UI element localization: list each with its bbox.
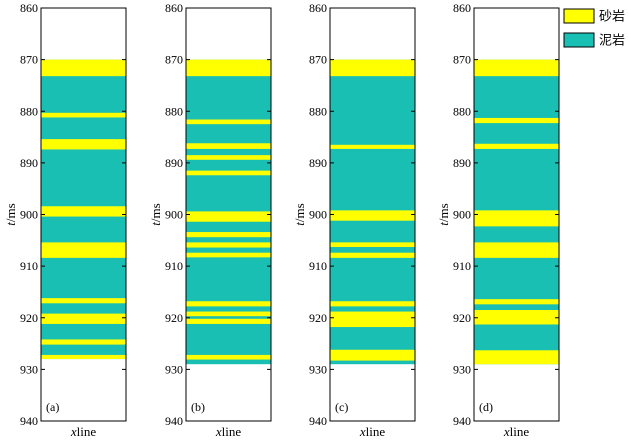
sandstone-interval (474, 143, 559, 149)
y-tick-label: 900 (453, 208, 471, 222)
legend-label-mud: 泥岩 (599, 33, 625, 48)
y-tick-label: 920 (165, 311, 183, 325)
sandstone-interval (474, 299, 559, 305)
sandstone-interval (41, 339, 126, 345)
sandstone-interval (186, 252, 271, 258)
sandstone-interval (186, 232, 271, 238)
panel-d: 860 870 880 890 900 910 920 930 940 (d) xline t/ms (436, 1, 560, 439)
y-tick-label: 910 (20, 259, 38, 273)
y-tick-label: 930 (165, 362, 183, 376)
sandstone-interval (330, 210, 415, 221)
panel-label: (c) (335, 400, 348, 414)
sandstone-interval (330, 252, 415, 258)
sandstone-interval (186, 242, 271, 248)
sandstone-interval (41, 354, 126, 360)
legend-label-sand: 砂岩 (599, 9, 625, 24)
y-tick-label: 940 (309, 414, 327, 428)
y-tick-label: 880 (165, 104, 183, 118)
y-tick-label: 930 (309, 362, 327, 376)
y-tick-label: 880 (20, 104, 38, 118)
sandstone-interval (41, 139, 126, 150)
panel-b: 860 870 880 890 900 910 920 930 940 (b) xline t/ms (148, 1, 272, 439)
sandstone-interval (474, 350, 559, 365)
y-tick-label: 860 (165, 1, 183, 15)
sandstone-interval (186, 59, 271, 77)
sandstone-interval (330, 349, 415, 361)
panel-label: (d) (479, 400, 493, 414)
sandstone-interval (186, 155, 271, 160)
legend: 砂岩 泥岩 (563, 8, 625, 48)
y-tick-label: 870 (165, 53, 183, 67)
sandstone-interval (186, 354, 271, 360)
sandstone-interval (186, 170, 271, 176)
y-tick-label: 870 (453, 53, 471, 67)
y-tick-label: 860 (309, 1, 327, 15)
y-tick-label: 930 (453, 362, 471, 376)
panel-label: (b) (191, 400, 205, 414)
y-tick-label: 870 (309, 53, 327, 67)
sandstone-interval (41, 298, 126, 304)
y-tick-label: 890 (165, 156, 183, 170)
sandstone-interval (186, 301, 271, 307)
sandstone-interval (330, 242, 415, 248)
x-axis-label: xline (70, 424, 97, 439)
y-tick-label: 920 (309, 311, 327, 325)
sandstone-interval (330, 301, 415, 307)
x-axis-label: xline (215, 424, 242, 439)
legend-swatch-mud (563, 32, 595, 48)
panels-group: 860870880890900910920930940(a)xlinet/ms8… (3, 1, 560, 439)
y-tick-label: 880 (309, 104, 327, 118)
y-axis-label: t/ms (148, 203, 163, 225)
sandstone-interval (474, 210, 559, 227)
y-tick-label: 940 (20, 414, 38, 428)
y-tick-label: 870 (20, 53, 38, 67)
y-tick-label: 860 (20, 1, 38, 15)
y-tick-label: 860 (453, 1, 471, 15)
panel-label: (a) (46, 400, 59, 414)
sandstone-interval (474, 310, 559, 325)
y-tick-label: 890 (309, 156, 327, 170)
y-tick-label: 900 (309, 208, 327, 222)
y-axis-label: t/ms (436, 203, 451, 225)
sandstone-interval (474, 59, 559, 77)
x-axis-label: xline (359, 424, 386, 439)
y-tick-label: 930 (20, 362, 38, 376)
y-tick-label: 900 (20, 208, 38, 222)
sandstone-interval (186, 119, 271, 125)
sandstone-interval (474, 242, 559, 258)
y-tick-label: 890 (453, 156, 471, 170)
y-tick-label: 890 (20, 156, 38, 170)
sandstone-interval (41, 59, 126, 77)
panel-a: 860 870 880 890 900 910 920 930 940 (a) xline t/ms (3, 1, 127, 439)
sandstone-interval (330, 311, 415, 328)
sandstone-interval (186, 318, 271, 324)
y-axis-label: t/ms (3, 203, 18, 225)
y-tick-label: 900 (165, 208, 183, 222)
legend-swatch-sand (563, 8, 595, 24)
sandstone-interval (186, 211, 271, 222)
y-tick-label: 920 (453, 311, 471, 325)
sandstone-interval (186, 311, 271, 317)
sandstone-interval (330, 59, 415, 77)
sandstone-interval (41, 313, 126, 324)
y-tick-label: 910 (453, 259, 471, 273)
y-tick-label: 910 (165, 259, 183, 273)
y-axis-label: t/ms (292, 203, 307, 225)
panel-c: 860 870 880 890 900 910 920 930 940 (c) xline t/ms (292, 1, 416, 439)
sandstone-interval (41, 206, 126, 217)
sandstone-interval (41, 242, 126, 258)
sandstone-interval (41, 112, 126, 118)
y-tick-label: 920 (20, 311, 38, 325)
sandstone-interval (330, 144, 415, 149)
x-axis-label: xline (503, 424, 530, 439)
y-tick-label: 940 (165, 414, 183, 428)
sandstone-interval (474, 117, 559, 124)
y-tick-label: 880 (453, 104, 471, 118)
sandstone-interval (186, 143, 271, 149)
y-tick-label: 940 (453, 414, 471, 428)
y-tick-label: 910 (309, 259, 327, 273)
